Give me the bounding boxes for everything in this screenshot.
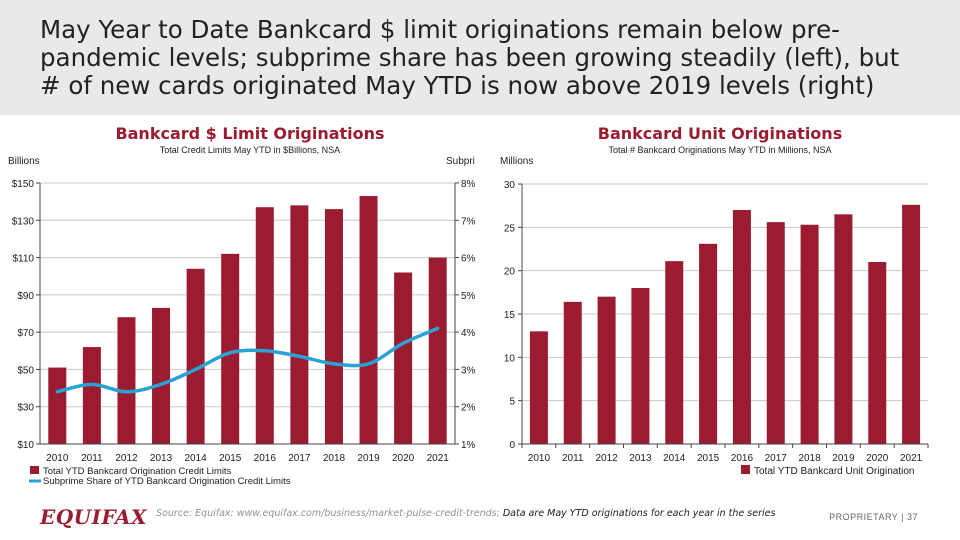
left-y2-tick-label: 4% bbox=[461, 328, 476, 339]
right-x-tick-label: 2011 bbox=[562, 453, 584, 464]
right-bar-2010 bbox=[529, 331, 548, 444]
left-x-tick-label: 2016 bbox=[254, 453, 277, 464]
left-y-tick-label: $10 bbox=[17, 440, 34, 451]
left-y-tick-label: $110 bbox=[12, 254, 34, 265]
equifax-logo: EQUIFAX bbox=[40, 505, 148, 529]
right-x-tick-label: 2013 bbox=[629, 453, 652, 464]
left-bar-2013 bbox=[152, 307, 171, 444]
right-legend-bar-swatch bbox=[741, 465, 750, 474]
right-bar-2017 bbox=[766, 222, 785, 444]
left-bar-2021 bbox=[428, 257, 447, 444]
left-y2-tick-label: 7% bbox=[461, 216, 476, 227]
left-bar-2018 bbox=[324, 209, 343, 444]
left-bar-2015 bbox=[221, 253, 240, 444]
right-x-tick-label: 2017 bbox=[765, 453, 788, 464]
left-y-tick-label: $70 bbox=[17, 328, 34, 339]
right-chart-subtitle: Total # Bankcard Originations May YTD in… bbox=[608, 145, 832, 155]
left-bar-2017 bbox=[290, 205, 309, 444]
left-y2-tick-label: 6% bbox=[461, 254, 476, 265]
left-y2-tick-label: 3% bbox=[461, 365, 476, 376]
right-bar-2018 bbox=[800, 224, 819, 444]
left-y-tick-label: $50 bbox=[17, 365, 34, 376]
right-y-tick-label: 15 bbox=[504, 310, 516, 321]
right-legend-bar-label: Total YTD Bankcard Unit Origination bbox=[754, 466, 914, 477]
right-bar-2012 bbox=[597, 296, 616, 444]
right-x-tick-label: 2010 bbox=[528, 453, 551, 464]
left-y2-axis-label: Subpri bbox=[446, 156, 475, 167]
left-bar-2011 bbox=[82, 347, 101, 444]
page-title: May Year to Date Bankcard $ limit origin… bbox=[40, 15, 900, 100]
right-bar-2021 bbox=[902, 204, 921, 444]
right-chart-title: Bankcard Unit Originations bbox=[597, 124, 843, 143]
right-x-tick-label: 2018 bbox=[798, 453, 821, 464]
right-bar-2014 bbox=[665, 261, 684, 444]
left-x-tick-label: 2021 bbox=[427, 453, 450, 464]
right-bar-2011 bbox=[563, 301, 582, 444]
left-chart-subtitle: Total Credit Limits May YTD in $Billions… bbox=[159, 145, 341, 155]
left-x-tick-label: 2011 bbox=[81, 453, 103, 464]
left-x-tick-label: 2020 bbox=[392, 453, 415, 464]
left-y2-tick-label: 1% bbox=[461, 440, 476, 451]
left-legend-line-label: Subprime Share of YTD Bankcard Originati… bbox=[43, 476, 291, 487]
left-x-tick-label: 2012 bbox=[115, 453, 138, 464]
right-bar-2015 bbox=[699, 243, 718, 444]
left-x-tick-label: 2014 bbox=[185, 453, 208, 464]
subprime-share-line bbox=[55, 326, 440, 394]
right-chart: Millions 0 5 10 15 20 25 30 2010 2011 2012 2013 2014… bbox=[500, 156, 929, 477]
left-y-tick-label: $150 bbox=[12, 179, 35, 190]
left-chart-title: Bankcard $ Limit Originations bbox=[115, 124, 385, 143]
right-x-tick-label: 2021 bbox=[900, 453, 923, 464]
left-x-tick-label: 2010 bbox=[46, 453, 69, 464]
right-x-tick-label: 2016 bbox=[731, 453, 754, 464]
left-legend-bar-swatch bbox=[30, 466, 39, 474]
left-y-tick-label: $90 bbox=[17, 291, 34, 302]
source-text: Source: Equifax: www.equifax.com/busines… bbox=[156, 508, 500, 519]
right-x-tick-label: 2014 bbox=[663, 453, 686, 464]
left-x-tick-label: 2015 bbox=[219, 453, 242, 464]
right-bar-2016 bbox=[732, 210, 751, 444]
left-bar-2010 bbox=[48, 367, 67, 444]
series-note: Data are May YTD originations for each y… bbox=[502, 508, 776, 519]
right-y-tick-label: 30 bbox=[504, 180, 516, 191]
left-bar-2019 bbox=[359, 196, 378, 444]
right-bar-2013 bbox=[631, 288, 650, 444]
left-bar-2020 bbox=[394, 272, 413, 444]
left-y2-tick-label: 5% bbox=[461, 291, 476, 302]
right-y-axis-label: Millions bbox=[500, 156, 533, 167]
right-y-tick-label: 0 bbox=[509, 440, 515, 451]
left-x-tick-label: 2018 bbox=[323, 453, 346, 464]
left-y-tick-label: $130 bbox=[12, 216, 35, 227]
left-bar-2014 bbox=[186, 268, 205, 444]
left-x-tick-label: 2019 bbox=[357, 453, 380, 464]
header-band: May Year to Date Bankcard $ limit origin… bbox=[0, 0, 960, 115]
left-bar-2016 bbox=[255, 207, 274, 444]
right-y-tick-label: 20 bbox=[504, 267, 516, 278]
right-x-tick-label: 2020 bbox=[866, 453, 889, 464]
right-y-tick-label: 25 bbox=[504, 223, 516, 234]
left-y-tick-label: $30 bbox=[17, 403, 34, 414]
right-y-tick-label: 10 bbox=[504, 353, 516, 364]
proprietary-label: PROPRIETARY | 37 bbox=[829, 512, 918, 522]
left-bar-2012 bbox=[117, 317, 136, 444]
left-y2-tick-label: 8% bbox=[461, 179, 476, 190]
left-legend-bar-label: Total YTD Bankcard Origination Credit Li… bbox=[43, 466, 232, 477]
left-x-tick-label: 2017 bbox=[288, 453, 311, 464]
source-note: Source: Equifax: www.equifax.com/busines… bbox=[156, 508, 775, 519]
right-x-tick-label: 2015 bbox=[697, 453, 720, 464]
right-bar-2020 bbox=[868, 262, 887, 444]
left-y-axis-label: Billions bbox=[8, 156, 40, 167]
right-y-tick-label: 5 bbox=[509, 397, 515, 408]
right-bar-2019 bbox=[834, 214, 853, 444]
left-x-tick-label: 2013 bbox=[150, 453, 173, 464]
right-x-tick-label: 2019 bbox=[832, 453, 855, 464]
left-y2-tick-label: 2% bbox=[461, 403, 476, 414]
left-chart: Billions Subpri $10 $30 $50 $70 $90 $110 $130 $15… bbox=[8, 156, 476, 487]
right-x-tick-label: 2012 bbox=[595, 453, 618, 464]
